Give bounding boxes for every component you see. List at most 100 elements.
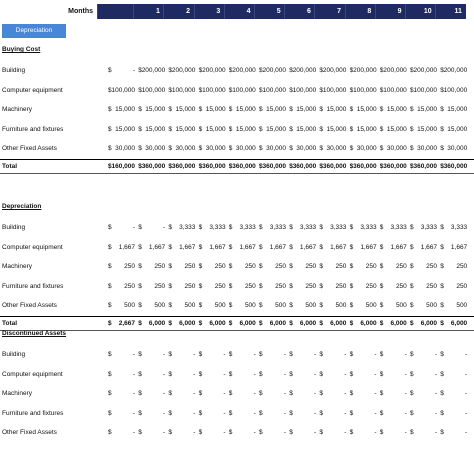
value-cell[interactable]: -: [404, 409, 407, 417]
value-cell[interactable]: -: [163, 409, 166, 417]
value-cell[interactable]: -: [163, 390, 166, 397]
value-cell[interactable]: 30,000: [386, 145, 407, 152]
value-cell[interactable]: -: [344, 409, 347, 417]
value-cell[interactable]: 500: [395, 302, 407, 309]
value-cell[interactable]: -: [465, 351, 468, 358]
value-cell[interactable]: 15,000: [115, 125, 135, 133]
value-cell[interactable]: 200,000: [202, 67, 226, 74]
value-cell[interactable]: -: [314, 370, 317, 378]
value-cell[interactable]: -: [283, 390, 286, 397]
value-cell[interactable]: -: [163, 224, 166, 231]
value-cell[interactable]: -: [434, 390, 437, 397]
value-cell[interactable]: 500: [456, 302, 468, 309]
value-cell[interactable]: 6,000: [360, 319, 377, 327]
value-cell[interactable]: 200,000: [322, 67, 347, 74]
value-cell[interactable]: -: [314, 409, 317, 417]
value-cell[interactable]: 1,667: [330, 243, 347, 251]
value-cell[interactable]: 500: [124, 302, 135, 309]
value-cell[interactable]: -: [374, 370, 377, 378]
value-cell[interactable]: 3,333: [269, 224, 286, 231]
value-cell[interactable]: 1,667: [390, 243, 407, 251]
value-cell[interactable]: 250: [456, 282, 468, 290]
value-cell[interactable]: -: [404, 429, 407, 436]
value-cell[interactable]: 3,333: [420, 224, 437, 231]
value-cell[interactable]: 100,000: [383, 86, 407, 94]
value-cell[interactable]: -: [132, 429, 135, 436]
value-cell[interactable]: 160,000: [111, 162, 136, 170]
value-cell[interactable]: 200,000: [413, 67, 438, 74]
value-cell[interactable]: 1,667: [118, 243, 135, 251]
value-cell[interactable]: -: [344, 351, 347, 358]
value-cell[interactable]: 3,333: [390, 224, 407, 231]
value-cell[interactable]: 100,000: [292, 86, 317, 94]
value-cell[interactable]: 100,000: [443, 86, 468, 94]
value-cell[interactable]: -: [404, 370, 407, 378]
row-label[interactable]: Machinery: [2, 263, 32, 270]
value-cell[interactable]: -: [314, 390, 317, 397]
value-cell[interactable]: 250: [244, 263, 256, 270]
value-cell[interactable]: 500: [275, 302, 286, 309]
value-cell[interactable]: 200,000: [171, 67, 196, 74]
value-cell[interactable]: -: [344, 429, 347, 436]
value-cell[interactable]: -: [314, 429, 317, 436]
value-cell[interactable]: 250: [426, 263, 437, 270]
value-cell[interactable]: 15,000: [356, 125, 377, 133]
value-cell[interactable]: 200,000: [141, 67, 166, 74]
value-cell[interactable]: 1,667: [299, 243, 317, 251]
value-cell[interactable]: -: [283, 409, 286, 417]
value-cell[interactable]: -: [163, 429, 166, 436]
value-cell[interactable]: 15,000: [296, 106, 317, 113]
row-label[interactable]: Other Fixed Assets: [2, 145, 57, 152]
row-label[interactable]: Furniture and fixtures: [2, 282, 64, 290]
value-cell[interactable]: 15,000: [205, 125, 226, 133]
value-cell[interactable]: 250: [395, 263, 407, 270]
value-cell[interactable]: -: [193, 370, 196, 378]
value-cell[interactable]: 6,000: [148, 319, 166, 327]
value-cell[interactable]: 30,000: [356, 145, 377, 152]
value-cell[interactable]: 15,000: [447, 106, 468, 113]
value-cell[interactable]: 200,000: [443, 67, 468, 74]
value-cell[interactable]: 360,000: [353, 162, 377, 170]
value-cell[interactable]: -: [283, 370, 286, 378]
value-cell[interactable]: -: [434, 370, 437, 378]
value-cell[interactable]: -: [434, 351, 437, 358]
value-cell[interactable]: -: [434, 409, 437, 417]
value-cell[interactable]: -: [223, 351, 226, 358]
value-cell[interactable]: -: [223, 390, 226, 397]
value-cell[interactable]: -: [253, 351, 256, 358]
value-cell[interactable]: 15,000: [145, 125, 166, 133]
value-cell[interactable]: 200,000: [262, 67, 287, 74]
value-cell[interactable]: 250: [365, 263, 377, 270]
value-cell[interactable]: 100,000: [141, 86, 166, 94]
value-cell[interactable]: 15,000: [326, 125, 347, 133]
row-label[interactable]: Other Fixed Assets: [2, 429, 57, 436]
value-cell[interactable]: 250: [214, 263, 226, 270]
value-cell[interactable]: 360,000: [322, 162, 347, 170]
depreciation-schedule-tab[interactable]: Depreciation Schedule: [2, 24, 66, 48]
value-cell[interactable]: 15,000: [266, 125, 286, 133]
row-label[interactable]: Total: [2, 319, 18, 327]
value-cell[interactable]: 200,000: [353, 67, 377, 74]
value-cell[interactable]: 500: [305, 302, 317, 309]
value-cell[interactable]: -: [132, 351, 135, 358]
value-cell[interactable]: 15,000: [266, 106, 286, 113]
value-cell[interactable]: 15,000: [235, 125, 256, 133]
row-label[interactable]: Machinery: [2, 106, 32, 113]
value-cell[interactable]: 360,000: [292, 162, 317, 170]
value-cell[interactable]: -: [163, 370, 166, 378]
value-cell[interactable]: 3,333: [209, 224, 226, 231]
value-cell[interactable]: -: [253, 409, 256, 417]
value-cell[interactable]: 6,000: [420, 319, 437, 327]
value-cell[interactable]: -: [132, 224, 135, 231]
value-cell[interactable]: 360,000: [202, 162, 226, 170]
value-cell[interactable]: 15,000: [296, 125, 317, 133]
value-cell[interactable]: -: [283, 351, 286, 358]
value-cell[interactable]: 15,000: [145, 106, 166, 113]
value-cell[interactable]: 250: [184, 263, 196, 270]
value-cell[interactable]: 15,000: [386, 106, 407, 113]
value-cell[interactable]: -: [465, 370, 468, 378]
value-cell[interactable]: 3,333: [450, 224, 468, 231]
value-cell[interactable]: 6,000: [390, 319, 407, 327]
value-cell[interactable]: -: [223, 409, 226, 417]
value-cell[interactable]: 1,667: [179, 243, 196, 251]
